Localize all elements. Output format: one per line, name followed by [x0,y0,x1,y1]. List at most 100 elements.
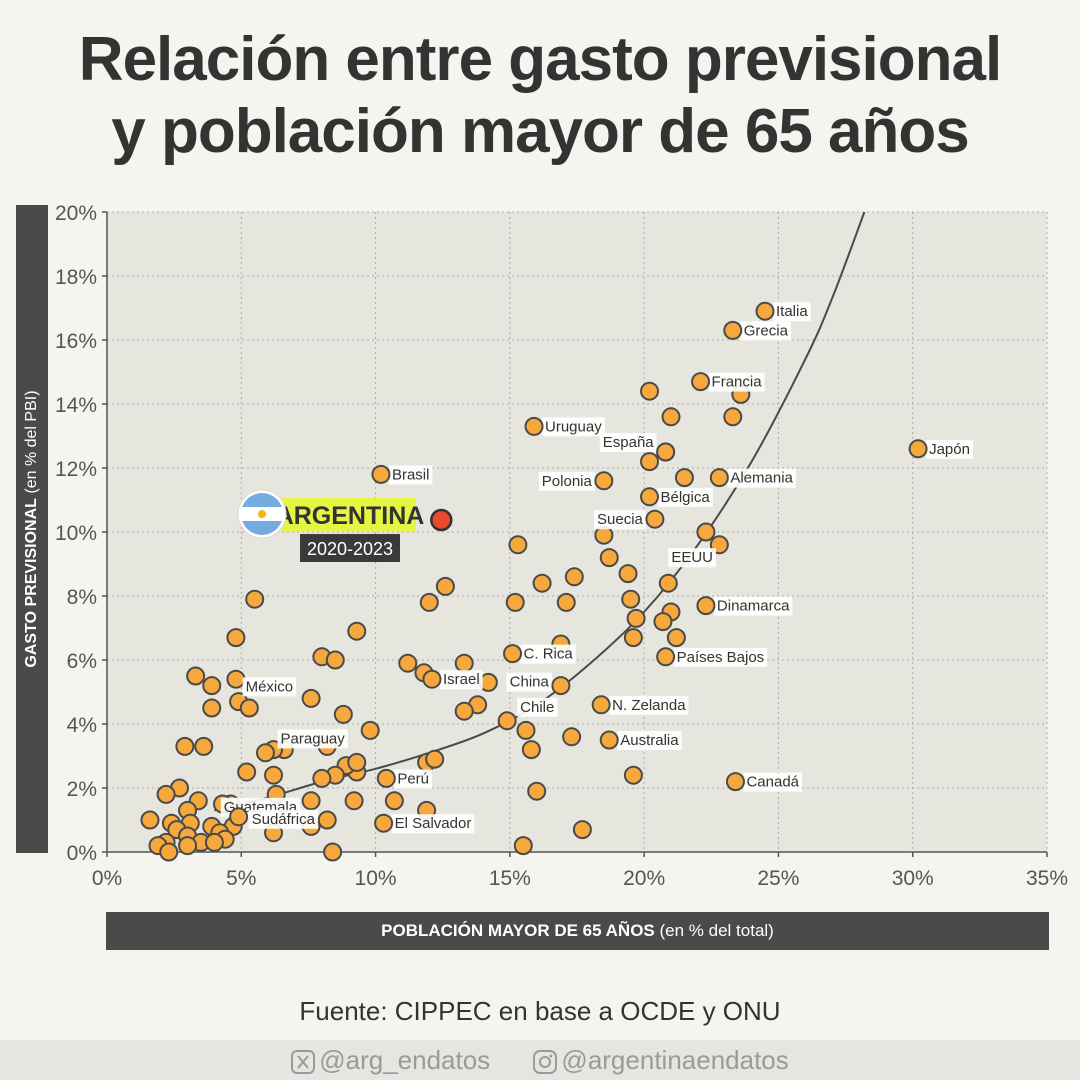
data-point [239,698,259,718]
data-point [204,832,224,852]
data-point [374,813,394,833]
labeled-point: EEUU [658,548,717,593]
y-tick-label: 16% [55,330,97,353]
data-point [908,439,928,459]
data-point [645,509,665,529]
data-point [226,628,246,648]
data-point [532,573,552,593]
data-point [301,688,321,708]
point-label-bg [388,465,433,485]
point-label: C. Rica [524,646,574,663]
data-point [454,653,474,673]
point-label-bg [517,697,558,717]
point-label: Países Bajos [677,649,765,666]
y-tick-label: 20% [55,202,97,225]
data-point [344,791,364,811]
labeled-point: Grecia [723,320,791,341]
data-point [301,791,321,811]
labeled-point: Perú [376,768,433,789]
labeled-point: Israel [422,669,483,690]
data-point [674,468,694,488]
chart-title-line-1: Relación entre gasto previsional [78,25,1002,94]
data-point [325,650,345,670]
data-point [551,676,571,696]
point-label-bg [242,677,297,697]
argentina-flag-icon [237,489,287,539]
highlight-point [430,508,453,532]
point-label: Israel [443,671,480,688]
data-point [640,381,660,401]
x-tick-label: 0% [92,867,122,890]
data-point [594,525,614,545]
data-point [599,730,619,750]
point-label-bg [594,510,646,530]
x-tick-label: 15% [489,867,531,890]
data-point [194,736,214,756]
point-label-bg [506,672,552,692]
data-point [656,647,676,667]
footer-twitter[interactable]: @arg_endatos [291,1040,490,1080]
data-point [524,416,544,436]
data-point [723,407,743,427]
point-label-bg [520,644,576,664]
data-point [245,589,265,609]
point-label: El Salvador [395,815,472,832]
data-point [696,522,716,542]
point-label-bg [708,372,765,392]
data-point [159,842,179,862]
data-point [505,592,525,612]
labeled-point: El Salvador [374,813,475,834]
instagram-handle: @argentinaendatos [561,1045,789,1075]
point-label-bg [657,487,713,507]
labeled-point: N. Zelanda [591,695,689,715]
labeled-point: Países Bajos [656,647,768,667]
point-label-bg [617,731,682,750]
point-label: México [246,678,294,695]
data-point [691,372,711,392]
data-point [618,564,638,584]
data-point [255,743,275,763]
point-label-bg [727,468,796,488]
highlight-name-bg [282,498,416,531]
point-label: Paraguay [281,730,346,747]
data-point [709,468,729,488]
data-point [333,704,353,724]
y-tick-label: 12% [55,458,97,481]
data-point [384,791,404,811]
data-point [666,628,686,648]
labeled-point: Polonia [538,471,614,491]
highlight-period: 2020-2023 [307,539,393,559]
point-label-bg [773,302,811,322]
data-point [599,548,619,568]
y-tick-label: 4% [67,714,97,737]
x-axis-label-unit: (en % del total) [654,921,774,940]
data-point [723,320,743,340]
point-label: Perú [397,770,429,787]
point-label-bg [391,814,475,834]
source-note: Fuente: CIPPEC en base a OCDE y ONU [299,996,781,1026]
data-point [513,836,533,856]
data-point [202,676,222,696]
point-label: Grecia [744,322,789,339]
data-point [376,768,396,788]
data-point [591,695,611,715]
data-point [621,589,641,609]
data-point [347,752,367,772]
data-point [696,596,716,616]
data-point [640,452,660,472]
labeled-point: Dinamarca [696,596,793,616]
labeled-point: Australia [599,730,682,750]
data-point [562,727,582,747]
labeled-point: Chile [497,697,558,731]
x-axis-label-bold: POBLACIÓN MAYOR DE 65 AÑOS [381,921,655,940]
footer-instagram[interactable]: @argentinaendatos [533,1040,789,1080]
data-point [653,612,673,632]
footer: @arg_endatos @argentinaendatos [0,1040,1080,1080]
data-point [658,573,678,593]
labeled-point: Sudáfrica [229,807,318,829]
data-point [640,487,660,507]
data-point [178,836,198,856]
x-axis-label: POBLACIÓN MAYOR DE 65 AÑOS (en % del tot… [106,912,1049,950]
